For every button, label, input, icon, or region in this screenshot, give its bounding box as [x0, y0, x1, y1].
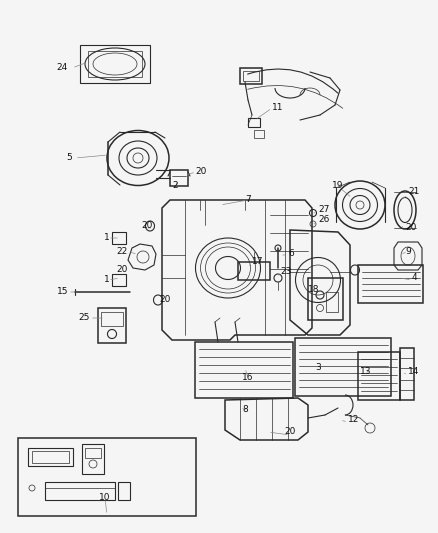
Text: 12: 12: [348, 416, 359, 424]
Bar: [112, 274, 126, 286]
Bar: [85, 448, 101, 458]
Bar: [45, 482, 115, 500]
Text: 1: 1: [104, 233, 110, 243]
Bar: [358, 352, 400, 400]
Bar: [82, 444, 104, 474]
Text: 18: 18: [308, 286, 319, 295]
Bar: [18, 438, 196, 516]
Text: 1: 1: [104, 276, 110, 285]
Text: 15: 15: [57, 287, 68, 296]
Bar: [248, 118, 260, 127]
Bar: [118, 482, 130, 500]
Text: 13: 13: [360, 367, 372, 376]
Bar: [326, 292, 338, 312]
Bar: [28, 448, 73, 466]
Text: 6: 6: [288, 248, 294, 257]
Text: 26: 26: [318, 215, 329, 224]
Text: 20: 20: [405, 223, 417, 232]
Bar: [101, 312, 123, 326]
Text: 8: 8: [242, 406, 248, 415]
Bar: [243, 71, 259, 81]
Text: 20: 20: [284, 427, 296, 437]
Bar: [32, 451, 69, 463]
Bar: [240, 68, 262, 84]
Text: 27: 27: [318, 206, 329, 214]
Bar: [88, 51, 142, 77]
Text: 24: 24: [57, 63, 68, 72]
Bar: [112, 232, 126, 244]
Text: 19: 19: [332, 181, 344, 190]
Text: 16: 16: [242, 374, 254, 383]
Text: 21: 21: [408, 188, 419, 197]
Text: 3: 3: [315, 364, 321, 373]
Bar: [80, 45, 150, 83]
Bar: [400, 348, 414, 400]
Text: 11: 11: [272, 103, 283, 112]
Text: 2: 2: [172, 181, 178, 190]
Bar: [170, 170, 188, 186]
Text: 9: 9: [405, 247, 411, 256]
Text: 5: 5: [66, 154, 72, 163]
Bar: [295, 338, 391, 396]
Bar: [98, 308, 126, 343]
Bar: [308, 278, 343, 320]
Text: 22: 22: [117, 247, 128, 256]
Text: 20: 20: [159, 295, 171, 304]
Text: 17: 17: [252, 257, 264, 266]
Text: 14: 14: [408, 367, 419, 376]
Text: 25: 25: [79, 313, 90, 322]
Text: 23: 23: [280, 268, 291, 277]
Text: 20: 20: [195, 167, 206, 176]
Bar: [195, 342, 293, 398]
Bar: [238, 262, 270, 280]
Text: 7: 7: [245, 196, 251, 205]
Text: 4: 4: [412, 273, 417, 282]
Bar: [254, 130, 264, 138]
Text: 20: 20: [141, 221, 153, 230]
Text: 10: 10: [99, 494, 111, 503]
Bar: [358, 265, 423, 303]
Text: 20: 20: [117, 265, 128, 274]
